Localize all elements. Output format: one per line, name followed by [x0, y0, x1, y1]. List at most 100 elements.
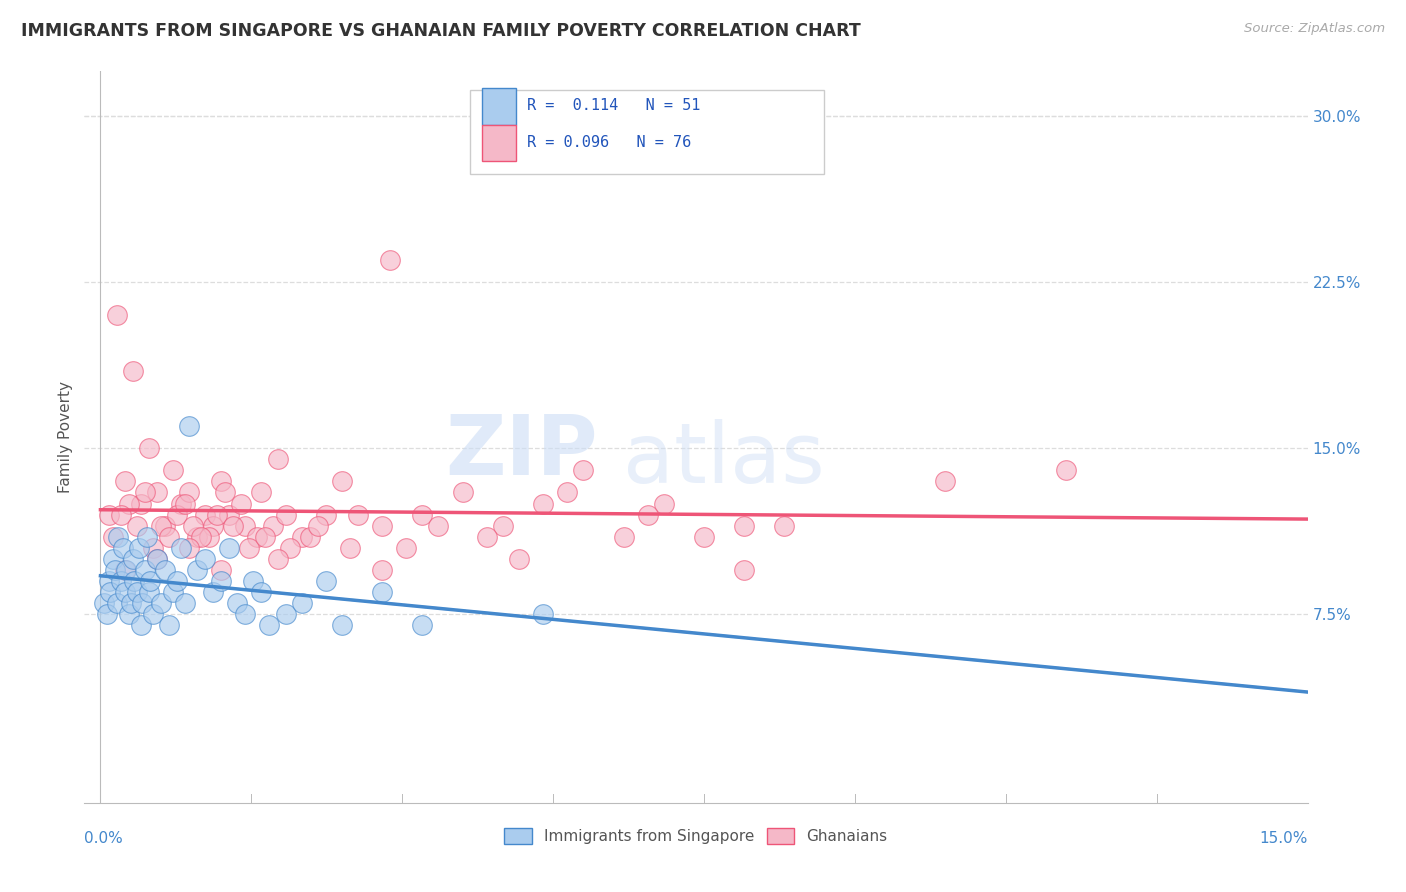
Bar — [470, 90, 824, 174]
Point — [146, 552, 169, 566]
Point — [114, 475, 136, 489]
Point — [411, 618, 433, 632]
Point — [411, 508, 433, 522]
Point — [98, 585, 121, 599]
Point — [427, 518, 450, 533]
Point — [166, 508, 188, 522]
Point — [298, 530, 321, 544]
Point — [120, 596, 142, 610]
Point — [1054, 463, 1077, 477]
Point — [202, 518, 225, 533]
Point — [291, 530, 314, 544]
Point — [222, 518, 245, 533]
Point — [531, 497, 554, 511]
Point — [205, 508, 228, 522]
Point — [174, 497, 197, 511]
Legend: Immigrants from Singapore, Ghanaians: Immigrants from Singapore, Ghanaians — [498, 822, 894, 850]
Point — [170, 497, 193, 511]
Point — [194, 508, 217, 522]
Point — [142, 541, 165, 555]
Point — [209, 563, 232, 577]
Point — [115, 563, 138, 577]
Point — [138, 585, 160, 599]
Point — [233, 607, 256, 622]
Point — [186, 530, 208, 544]
Text: Source: ZipAtlas.com: Source: ZipAtlas.com — [1244, 22, 1385, 36]
Point — [166, 574, 188, 589]
Point — [263, 518, 285, 533]
Point — [110, 508, 132, 522]
Point — [104, 563, 127, 577]
Point — [254, 530, 277, 544]
Point — [315, 574, 337, 589]
Point — [652, 497, 675, 511]
Point — [146, 552, 169, 566]
Text: R = 0.096   N = 76: R = 0.096 N = 76 — [527, 135, 692, 150]
Point — [508, 552, 530, 566]
Point — [134, 485, 156, 500]
Point — [105, 596, 128, 610]
Point — [107, 530, 129, 544]
Point — [162, 585, 184, 599]
Point — [492, 518, 515, 533]
Point — [315, 508, 337, 522]
Point — [693, 530, 716, 544]
Point — [572, 463, 595, 477]
Point — [136, 530, 159, 544]
Text: R =  0.114   N = 51: R = 0.114 N = 51 — [527, 98, 700, 113]
Bar — [482, 125, 516, 161]
Point — [475, 530, 498, 544]
Point — [214, 485, 236, 500]
Point — [250, 485, 273, 500]
Point — [129, 618, 152, 632]
Bar — [482, 88, 516, 125]
Point — [149, 518, 172, 533]
Text: 0.0%: 0.0% — [84, 831, 124, 846]
Point — [194, 552, 217, 566]
Point — [170, 541, 193, 555]
Point — [226, 596, 249, 610]
Point — [773, 518, 796, 533]
Point — [733, 563, 755, 577]
Point — [125, 518, 148, 533]
Point — [121, 552, 143, 566]
Point — [934, 475, 956, 489]
Point — [278, 541, 301, 555]
Point — [209, 475, 232, 489]
Point — [114, 563, 136, 577]
Point — [149, 596, 172, 610]
Point — [110, 574, 132, 589]
Point — [181, 518, 204, 533]
Point — [451, 485, 474, 500]
Point — [218, 541, 240, 555]
Point — [274, 607, 297, 622]
Point — [177, 419, 200, 434]
Point — [153, 518, 176, 533]
Point — [330, 618, 353, 632]
Point — [198, 530, 221, 544]
Point — [250, 585, 273, 599]
Point — [371, 585, 394, 599]
Point — [395, 541, 418, 555]
Point — [142, 607, 165, 622]
Point — [218, 508, 240, 522]
Point — [242, 574, 264, 589]
Point — [186, 563, 208, 577]
Point — [347, 508, 370, 522]
Point — [101, 552, 124, 566]
Point — [733, 518, 755, 533]
Text: ZIP: ZIP — [446, 411, 598, 492]
Point — [138, 441, 160, 455]
Point — [111, 541, 134, 555]
Text: 15.0%: 15.0% — [1260, 831, 1308, 846]
Point — [122, 574, 145, 589]
Point — [339, 541, 361, 555]
Point — [117, 607, 139, 622]
Point — [174, 596, 197, 610]
Point — [139, 574, 162, 589]
Point — [134, 563, 156, 577]
Point — [101, 530, 124, 544]
Point — [153, 563, 176, 577]
Point — [531, 607, 554, 622]
Point — [117, 497, 139, 511]
